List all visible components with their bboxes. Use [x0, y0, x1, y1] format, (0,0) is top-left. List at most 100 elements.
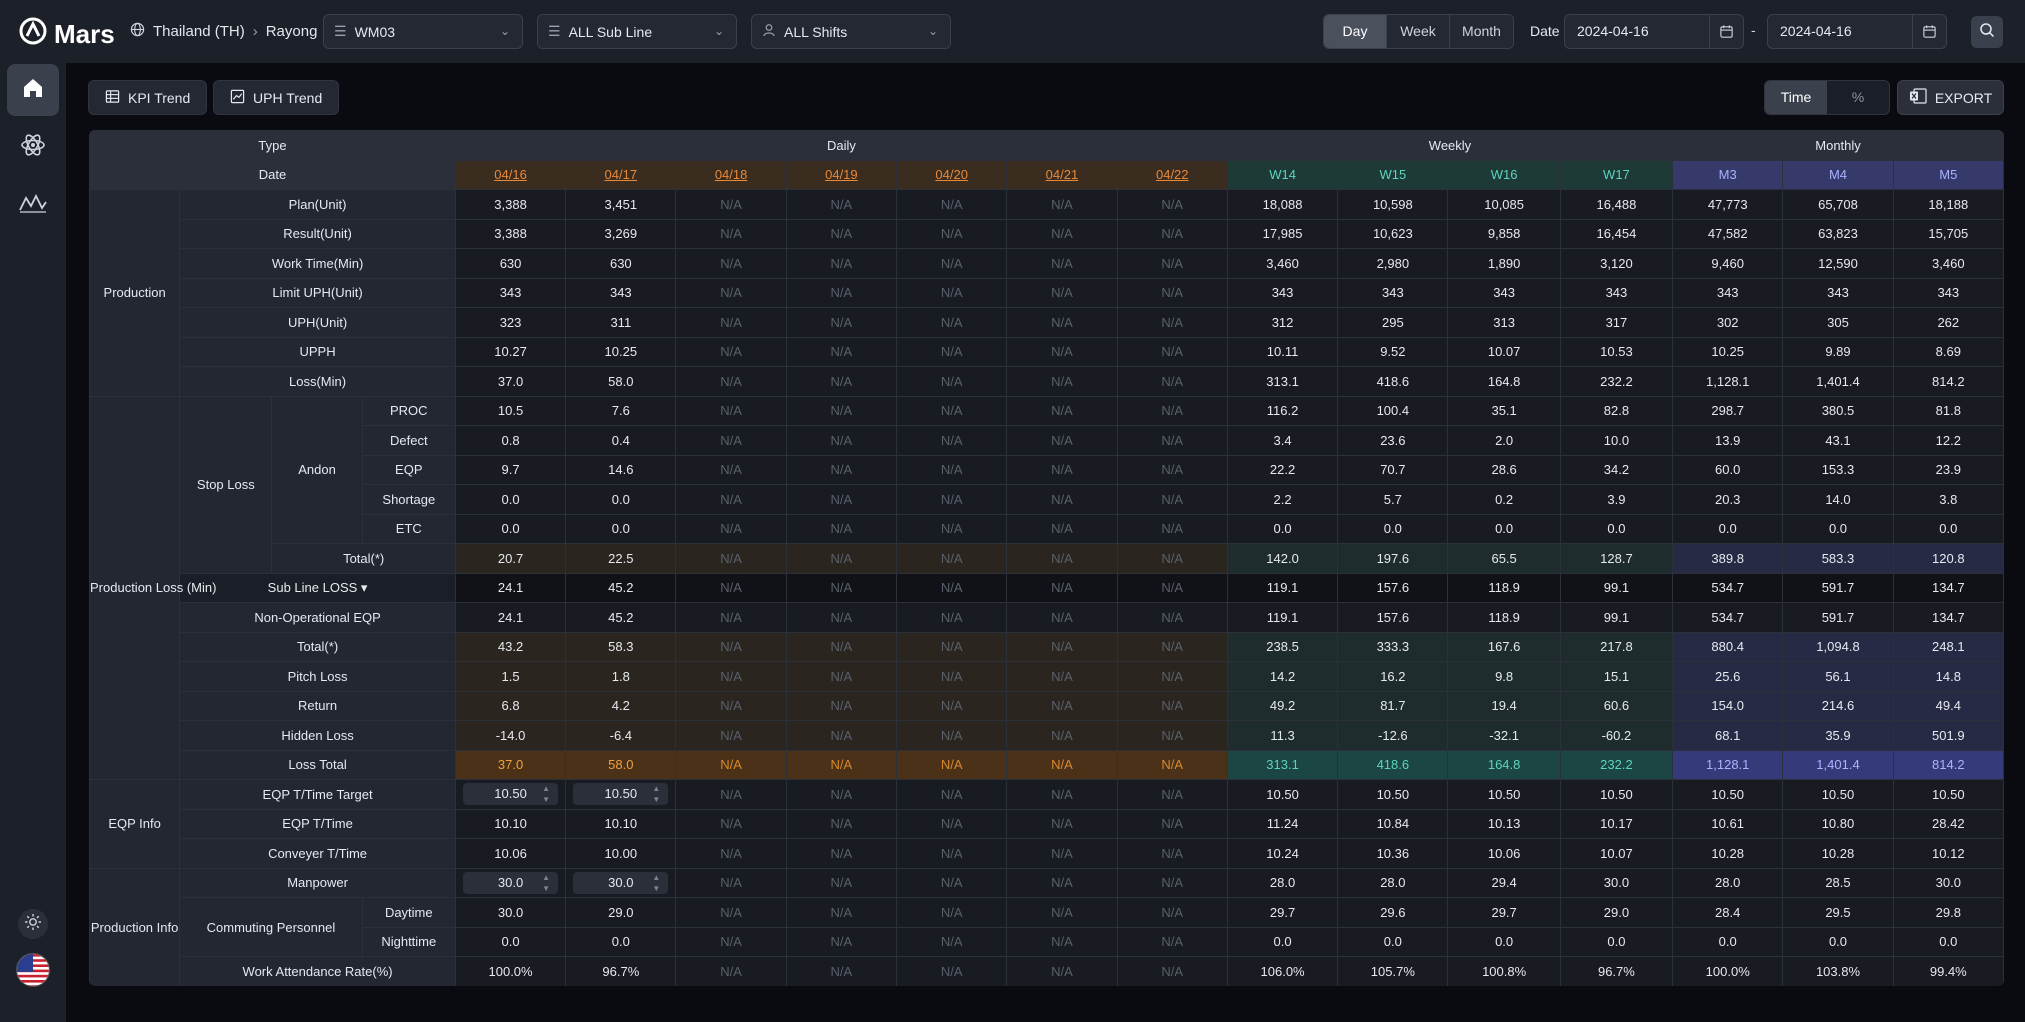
period-week-button[interactable]: Week — [1387, 15, 1450, 48]
value-stepper[interactable]: 30.0 ▲ ▼ — [463, 871, 559, 894]
table-cell: 10.12 — [1892, 838, 2004, 869]
table-cell: N/A — [1006, 956, 1118, 986]
table-cell: 10.84 — [1337, 808, 1449, 839]
date-col-daily[interactable]: 04/22 — [1116, 159, 1228, 190]
date-col-daily[interactable]: 04/16 — [454, 159, 567, 190]
table-cell: N/A — [785, 808, 898, 839]
table-cell[interactable]: 10.50 ▲ ▼ — [565, 779, 677, 810]
table-cell: N/A — [675, 602, 787, 633]
row-label: Nighttime — [361, 926, 456, 957]
date-col-monthly: M5 — [1892, 159, 2004, 190]
table-cell: 0.0 — [454, 513, 567, 544]
table-cell: N/A — [675, 484, 787, 515]
table-cell: 0.0 — [1559, 926, 1674, 957]
table-cell: N/A — [1116, 395, 1228, 426]
table-cell: N/A — [1116, 779, 1228, 810]
date-col-daily[interactable]: 04/20 — [896, 159, 1008, 190]
value-stepper[interactable]: 10.50 ▲ ▼ — [463, 783, 559, 806]
table-cell: N/A — [1116, 336, 1228, 367]
table-cell: 9.8 — [1447, 661, 1561, 692]
table-cell: 2,980 — [1337, 248, 1449, 279]
table-cell: 81.7 — [1337, 690, 1449, 721]
table-cell: 105.7% — [1337, 956, 1449, 986]
export-button[interactable]: EXPORT — [1897, 80, 2004, 115]
search-button[interactable] — [1971, 16, 2003, 48]
shift-select[interactable]: ALL Shifts ⌄ — [751, 14, 951, 49]
us-flag-icon[interactable] — [16, 953, 50, 987]
table-cell: 418.6 — [1337, 366, 1449, 397]
table-cell: 302 — [1672, 307, 1784, 338]
table-cell: 3.4 — [1226, 425, 1339, 456]
table-cell: 10.50 — [1782, 779, 1894, 810]
app-name: Mars — [54, 19, 115, 49]
table-cell[interactable]: 30.0 ▲ ▼ — [454, 867, 567, 898]
table-cell: 49.2 — [1226, 690, 1339, 721]
theme-settings-button[interactable] — [18, 909, 48, 939]
mars-logo-icon — [18, 16, 48, 53]
period-month-button[interactable]: Month — [1450, 15, 1513, 48]
group-label: Production Info — [89, 867, 181, 986]
kpi-trend-button[interactable]: KPI Trend — [88, 80, 208, 115]
caret-down-icon[interactable]: ▾ — [357, 579, 368, 595]
nav-home[interactable] — [7, 64, 59, 116]
calendar-icon[interactable] — [1912, 15, 1946, 48]
stepper-arrows-icon[interactable]: ▲ ▼ — [542, 784, 551, 805]
date-col-daily[interactable]: 04/21 — [1006, 159, 1118, 190]
date-col-daily[interactable]: 04/17 — [565, 159, 677, 190]
nav-analysis[interactable] — [7, 121, 59, 173]
calendar-icon[interactable] — [1709, 15, 1743, 48]
line-select[interactable]: ☰ WM03 ⌄ — [323, 14, 523, 49]
table-cell: 24.1 — [454, 602, 567, 633]
table-cell: 18,088 — [1226, 189, 1339, 220]
table-cell: 20.7 — [454, 543, 567, 574]
table-row: Sub Line LOSS ▾ 24.1 45.2 N/A N/A N/A N/A N/A 11… — [90, 572, 2004, 603]
table-cell: 10.10 — [454, 808, 567, 839]
table-cell: N/A — [1006, 661, 1118, 692]
table-cell: N/A — [675, 720, 787, 751]
stepper-arrows-icon[interactable]: ▲ ▼ — [542, 872, 551, 893]
table-cell: N/A — [1116, 572, 1228, 603]
unit-time-option[interactable]: Time — [1765, 81, 1827, 114]
sub-line-select[interactable]: ☰ ALL Sub Line ⌄ — [537, 14, 737, 49]
table-cell[interactable]: 10.50 ▲ ▼ — [454, 779, 567, 810]
date-col-daily[interactable]: 04/18 — [675, 159, 787, 190]
table-cell: N/A — [785, 248, 898, 279]
table-cell: 10.27 — [454, 336, 567, 367]
table-cell: -60.2 — [1559, 720, 1674, 751]
table-cell: N/A — [896, 425, 1008, 456]
location-breadcrumb[interactable]: Thailand (TH) › Rayong — [130, 22, 317, 41]
table-cell: 10.28 — [1782, 838, 1894, 869]
table-cell: N/A — [1006, 926, 1118, 957]
table-cell: 0.0 — [454, 926, 567, 957]
table-cell[interactable]: 30.0 ▲ ▼ — [565, 867, 677, 898]
table-cell: 29.8 — [1892, 897, 2004, 928]
uph-trend-button[interactable]: UPH Trend — [213, 80, 340, 115]
table-cell: N/A — [785, 690, 898, 721]
date-to-field[interactable]: 2024-04-16 — [1767, 14, 1947, 49]
value-stepper[interactable]: 30.0 ▲ ▼ — [573, 871, 669, 894]
table-cell: 10.50 — [1559, 779, 1674, 810]
nav-trend[interactable] — [7, 179, 59, 231]
table-cell: N/A — [896, 543, 1008, 574]
table-cell: 0.0 — [1337, 513, 1449, 544]
sub-line-loss-toggle[interactable]: Sub Line LOSS ▾ — [179, 572, 456, 603]
date-from-field[interactable]: 2024-04-16 — [1564, 14, 1744, 49]
table-cell: 16.2 — [1337, 661, 1449, 692]
table-cell: N/A — [896, 395, 1008, 426]
table-cell: 0.0 — [1447, 513, 1561, 544]
table-row: Production Info Manpower 30.0 ▲ ▼ 30.0 ▲ ▼ N/A N/… — [89, 867, 2004, 986]
table-cell: N/A — [785, 749, 898, 780]
date-col-daily[interactable]: 04/19 — [785, 159, 898, 190]
table-cell: N/A — [1116, 307, 1228, 338]
table-row: Total(*) 20.7 22.5 N/A N/A N/A N/A N/A 142.0 197.… — [90, 543, 2004, 574]
app-logo[interactable]: Mars — [18, 16, 115, 53]
table-cell: 380.5 — [1782, 395, 1894, 426]
table-cell: 164.8 — [1447, 749, 1561, 780]
stepper-arrows-icon[interactable]: ▲ ▼ — [652, 784, 661, 805]
table-cell: 96.7% — [1559, 956, 1674, 986]
value-stepper[interactable]: 10.50 ▲ ▼ — [573, 783, 669, 806]
period-day-button[interactable]: Day — [1324, 15, 1387, 48]
table-cell: N/A — [896, 808, 1008, 839]
stepper-arrows-icon[interactable]: ▲ ▼ — [652, 872, 661, 893]
unit-percent-option[interactable]: % — [1851, 89, 1865, 105]
